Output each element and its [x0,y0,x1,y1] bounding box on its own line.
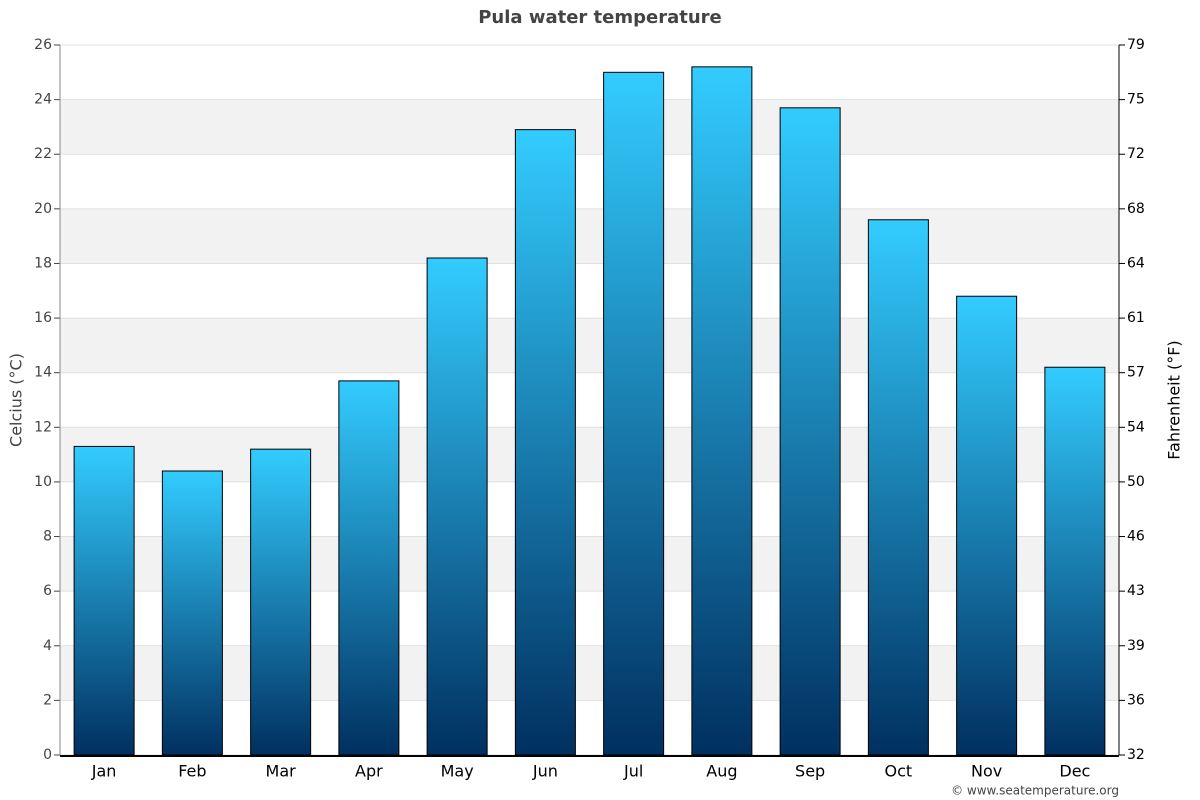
y2-axis-label: Fahrenheit (°F) [1165,340,1184,459]
y-tick-label: 4 [43,638,52,654]
x-tick-label: May [441,762,474,781]
x-tick-label: Jan [91,762,117,781]
y-tick-label: 2 [43,692,52,708]
y2-tick-label: 46 [1127,529,1145,545]
y-tick-label: 10 [34,474,52,490]
grid-band [60,208,1119,264]
bar [603,71,665,756]
y2-tick-label: 79 [1127,37,1145,53]
y2-tick-label: 57 [1127,365,1145,381]
y-tick-label: 22 [34,146,52,162]
x-tick-label: Mar [266,762,297,781]
bar [779,107,841,756]
y-tick-label: 14 [34,365,52,381]
y-tick-label: 20 [34,201,52,217]
y-tick-label: 26 [34,37,52,53]
bar [73,445,135,756]
bar [338,380,400,756]
y2-tick-label: 54 [1127,419,1145,435]
y-tick-label: 16 [34,310,52,326]
x-tick-label: Aug [706,762,737,781]
x-tick-label: Nov [971,762,1002,781]
y2-tick-label: 72 [1127,146,1145,162]
x-tick-label: Apr [355,762,383,781]
y-tick-label: 6 [43,583,52,599]
bar [1044,366,1106,756]
grid-band [60,536,1119,592]
y-tick-label: 12 [34,419,52,435]
grid-band [60,99,1119,155]
bar [250,448,312,756]
bar [867,219,929,756]
x-tick-label: Jun [532,762,558,781]
bar [161,470,223,756]
y2-tick-label: 75 [1127,92,1145,108]
y2-tick-label: 61 [1127,310,1145,326]
x-tick-label: Dec [1059,762,1090,781]
y2-tick-label: 32 [1127,747,1145,763]
y2-tick-label: 43 [1127,583,1145,599]
grid-band [60,318,1119,373]
y2-tick-label: 64 [1127,255,1145,271]
bar [691,66,753,756]
bar [956,295,1018,756]
y-tick-label: 8 [43,529,52,545]
x-tick-label: Sep [795,762,825,781]
bar [514,129,576,756]
y2-tick-label: 68 [1127,201,1145,217]
x-tick-label: Jul [623,762,643,781]
y2-tick-label: 39 [1127,638,1145,654]
y-tick-label: 18 [34,255,52,271]
x-tick-label: Feb [178,762,206,781]
grid-band [60,645,1119,701]
source-credit: © www.seatemperature.org [951,784,1119,798]
grid-band [60,427,1119,482]
x-tick-label: Oct [885,762,913,781]
y2-tick-label: 36 [1127,692,1145,708]
y2-tick-label: 50 [1127,474,1145,490]
chart-title: Pula water temperature [478,7,722,28]
bar [426,257,488,756]
y-tick-label: 24 [34,92,52,108]
y-axis-label: Celcius (°C) [7,353,26,447]
y-tick-label: 0 [43,747,52,763]
